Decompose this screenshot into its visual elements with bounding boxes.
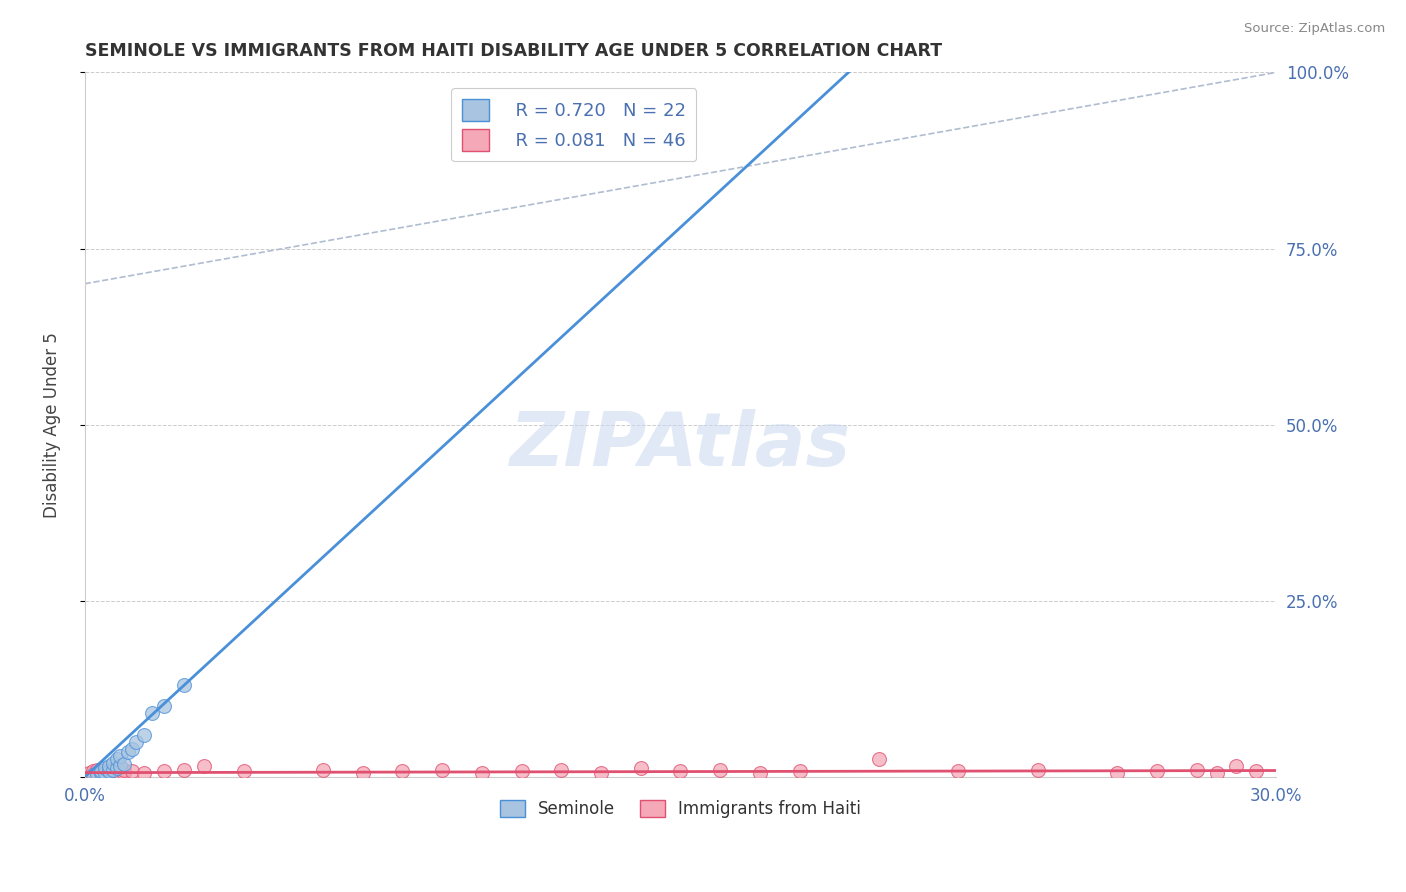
Point xyxy=(868,752,890,766)
Point xyxy=(114,763,136,777)
Point xyxy=(93,766,115,780)
Point xyxy=(312,763,335,777)
Point xyxy=(134,765,156,780)
Point xyxy=(101,763,124,777)
Point xyxy=(510,764,533,779)
Text: SEMINOLE VS IMMIGRANTS FROM HAITI DISABILITY AGE UNDER 5 CORRELATION CHART: SEMINOLE VS IMMIGRANTS FROM HAITI DISABI… xyxy=(84,42,942,60)
Point xyxy=(93,761,115,775)
Point xyxy=(114,765,136,780)
Text: Source: ZipAtlas.com: Source: ZipAtlas.com xyxy=(1244,22,1385,36)
Point xyxy=(121,764,143,779)
Point xyxy=(709,763,731,777)
Point xyxy=(430,763,453,777)
Point xyxy=(82,768,104,782)
Point xyxy=(1185,763,1208,777)
Point xyxy=(110,766,132,780)
Point xyxy=(82,764,104,779)
Point xyxy=(1026,763,1049,777)
Point xyxy=(101,756,124,770)
Point xyxy=(86,766,108,780)
Point xyxy=(789,764,811,779)
Point xyxy=(748,765,770,780)
Point xyxy=(1146,764,1168,779)
Point xyxy=(90,767,112,781)
Point xyxy=(471,765,494,780)
Point xyxy=(101,766,124,780)
Point xyxy=(110,748,132,763)
Point xyxy=(90,764,112,779)
Point xyxy=(117,745,139,759)
Point xyxy=(93,763,115,777)
Point xyxy=(1205,765,1227,780)
Text: ZIPAtlas: ZIPAtlas xyxy=(510,409,851,483)
Point xyxy=(589,765,612,780)
Legend: Seminole, Immigrants from Haiti: Seminole, Immigrants from Haiti xyxy=(494,793,868,825)
Point xyxy=(97,767,120,781)
Point xyxy=(93,765,115,780)
Point xyxy=(125,734,148,748)
Point xyxy=(105,752,128,766)
Point xyxy=(550,763,572,777)
Point xyxy=(101,763,124,777)
Point xyxy=(669,764,692,779)
Point xyxy=(105,767,128,781)
Point xyxy=(141,706,163,721)
Point xyxy=(153,699,176,714)
Point xyxy=(110,759,132,773)
Point xyxy=(1244,764,1267,779)
Point xyxy=(114,757,136,772)
Point xyxy=(193,759,215,773)
Point xyxy=(86,763,108,777)
Point xyxy=(90,764,112,779)
Point xyxy=(391,764,413,779)
Point xyxy=(630,761,652,775)
Point xyxy=(97,759,120,773)
Point xyxy=(97,764,120,779)
Point xyxy=(77,766,100,780)
Y-axis label: Disability Age Under 5: Disability Age Under 5 xyxy=(44,332,60,517)
Point xyxy=(352,765,374,780)
Point xyxy=(1107,765,1129,780)
Point xyxy=(948,764,970,779)
Point xyxy=(90,766,112,780)
Point xyxy=(232,764,254,779)
Point xyxy=(105,761,128,775)
Point xyxy=(173,678,195,692)
Point xyxy=(153,764,176,779)
Point xyxy=(105,764,128,779)
Point xyxy=(173,763,195,777)
Point xyxy=(82,767,104,781)
Point xyxy=(134,728,156,742)
Point xyxy=(97,764,120,779)
Point xyxy=(121,741,143,756)
Point xyxy=(86,767,108,781)
Point xyxy=(1225,759,1247,773)
